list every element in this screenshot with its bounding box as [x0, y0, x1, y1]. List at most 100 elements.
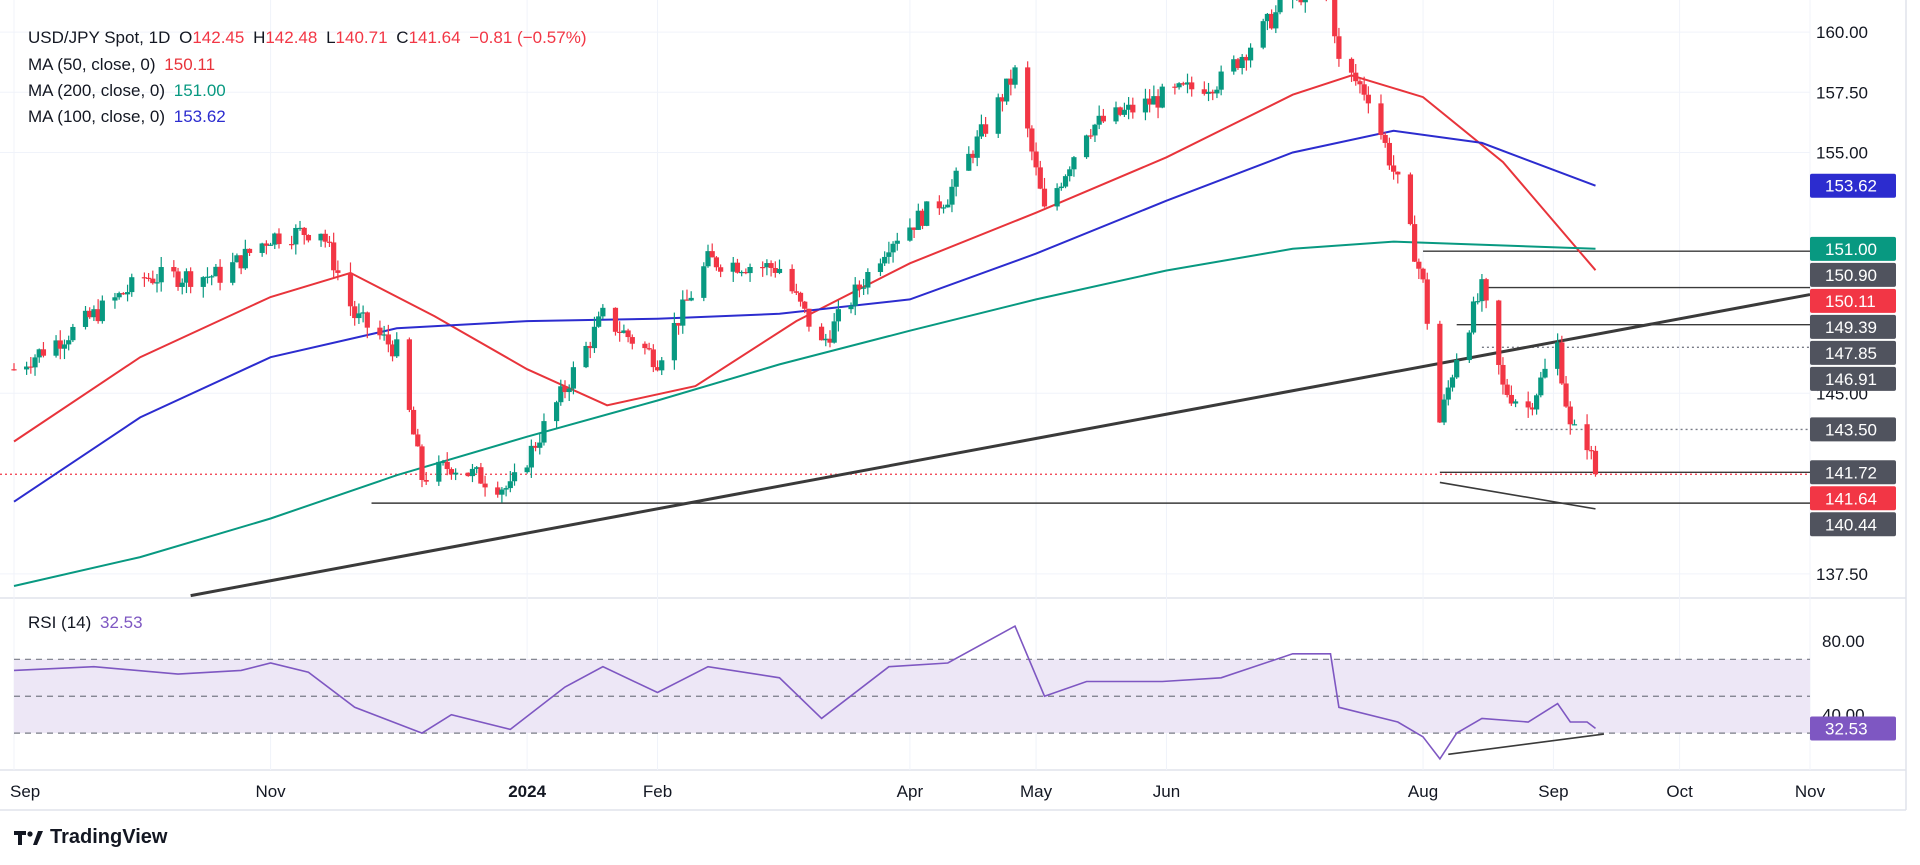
rsi-label: RSI (14) — [28, 613, 92, 632]
candle-body — [713, 257, 720, 268]
candle-body — [890, 243, 896, 253]
rsi-band — [14, 658, 1810, 734]
candle-body — [272, 233, 278, 245]
candle-body — [1092, 124, 1098, 136]
candle-body — [617, 331, 623, 334]
candle-body — [1155, 96, 1161, 108]
candle-body — [305, 235, 312, 241]
candle-body — [1151, 96, 1157, 105]
candle-body — [1479, 279, 1485, 302]
candle-body — [625, 330, 631, 338]
candle-body — [705, 251, 711, 267]
open-label: O — [179, 28, 193, 47]
candle-body — [242, 248, 248, 269]
ma50-legend[interactable]: MA (50, close, 0) 150.11 — [28, 52, 219, 78]
candle-body — [1336, 36, 1342, 59]
candle-body — [680, 299, 686, 326]
price-badge — [1810, 486, 1896, 511]
x-tick-label: 2024 — [508, 782, 546, 801]
candle-body — [835, 309, 841, 322]
candle-body — [322, 233, 328, 242]
candle-body — [1067, 169, 1073, 177]
candle-body — [11, 369, 17, 371]
candle-body — [440, 461, 446, 464]
candle-body — [642, 343, 648, 349]
candle-body — [1353, 72, 1359, 82]
close-value: 141.64 — [408, 28, 461, 47]
candle-body — [1159, 86, 1165, 108]
moving-average-line — [13, 240, 1596, 587]
candle-body — [919, 210, 926, 226]
ma100-legend[interactable]: MA (100, close, 0) 153.62 — [28, 104, 230, 130]
candle-body — [1180, 83, 1186, 85]
candle-body — [1029, 128, 1035, 152]
candle-body — [1357, 81, 1363, 85]
candle-body — [1184, 82, 1191, 85]
candle-body — [1113, 107, 1119, 122]
rsi-tick-label: 80.00 — [1822, 632, 1865, 651]
x-tick-label: Aug — [1408, 782, 1438, 801]
candle-body — [1382, 134, 1388, 143]
candle-body — [688, 297, 694, 301]
candle-body — [1555, 342, 1561, 369]
candle-body — [1239, 56, 1245, 69]
rsi-legend[interactable]: RSI (14) 32.53 — [28, 610, 147, 636]
candle-body — [478, 467, 484, 484]
candle-body — [1475, 301, 1481, 303]
candle-body — [145, 277, 152, 280]
candle-body — [659, 360, 665, 371]
candle-body — [511, 472, 518, 482]
candle-body — [701, 266, 707, 298]
moving-average-line — [13, 74, 1597, 443]
candle-body — [886, 252, 892, 257]
price-badge-label: 153.62 — [1825, 177, 1877, 196]
candle-body — [970, 153, 976, 158]
candle-body — [848, 305, 854, 310]
candle-body — [112, 297, 118, 301]
candle-body — [1058, 186, 1064, 189]
candle-body — [629, 337, 635, 344]
price-badge — [1810, 366, 1896, 391]
candle-body — [87, 310, 93, 318]
ma100-label: MA (100, close, 0) — [28, 107, 166, 126]
candle-body — [141, 277, 147, 279]
candle-body — [718, 267, 724, 272]
ma200-legend[interactable]: MA (200, close, 0) 151.00 — [28, 78, 230, 104]
candle-body — [537, 442, 543, 448]
candle-body — [263, 243, 269, 246]
candle-body — [1483, 279, 1489, 301]
candle-body — [453, 472, 459, 475]
candle-body — [213, 266, 219, 277]
x-tick-label: Jun — [1153, 782, 1180, 801]
candle-body — [1592, 450, 1599, 475]
candle-body — [924, 201, 930, 226]
candle-body — [1563, 383, 1569, 407]
candle-body — [99, 300, 105, 322]
moving-averages — [13, 74, 1597, 587]
tradingview-brand[interactable]: TradingView — [14, 826, 167, 849]
candle-body — [583, 345, 589, 368]
candle-body — [124, 292, 131, 295]
candle-body — [217, 266, 223, 283]
candle-body — [289, 244, 295, 246]
candle-body — [406, 339, 412, 410]
candle-body — [495, 487, 501, 495]
candle-body — [331, 242, 337, 271]
candle-body — [36, 349, 42, 358]
price-legend: USD/JPY Spot, 1D O142.45 H142.48 L140.71… — [28, 25, 591, 51]
candle-body — [852, 284, 858, 306]
candle-body — [381, 334, 387, 336]
candle-body — [1025, 67, 1031, 129]
price-badge-label: 140.44 — [1825, 515, 1877, 534]
brand-label: TradingView — [50, 826, 168, 848]
candle-body — [415, 434, 421, 447]
rsi-divergence-line — [1448, 733, 1605, 756]
candle-body — [175, 271, 181, 287]
symbol-label[interactable]: USD/JPY Spot, 1D — [28, 28, 171, 47]
x-tick-label: Sep — [10, 782, 40, 801]
candle-body — [911, 227, 917, 230]
candle-body — [499, 489, 505, 495]
open-value: 142.45 — [192, 28, 245, 47]
candle-body — [61, 344, 68, 349]
